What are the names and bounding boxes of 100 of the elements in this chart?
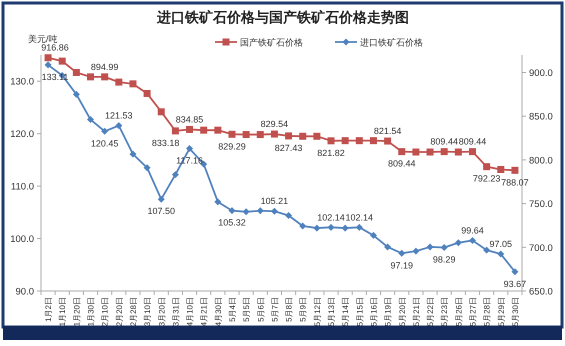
point — [497, 166, 504, 174]
y-tick-label: 100.0 — [10, 234, 34, 246]
y-tick-label: 130.0 — [10, 76, 34, 88]
x-tick-label: 4月10日 — [186, 297, 195, 326]
point — [468, 236, 476, 244]
y2-tick-label: 650.0 — [529, 286, 553, 298]
point — [328, 137, 335, 144]
data-label: 827.43 — [274, 142, 302, 153]
point — [384, 138, 392, 145]
point — [158, 108, 165, 116]
point — [158, 196, 165, 203]
data-label: 834.85 — [176, 114, 204, 124]
point — [384, 243, 392, 250]
data-label: 833.18 — [152, 138, 180, 148]
x-tick-label: 5月16日 — [369, 297, 378, 326]
point — [398, 250, 406, 257]
point — [101, 128, 108, 135]
point — [72, 68, 80, 76]
x-tick-label: 4月21日 — [200, 297, 209, 326]
point — [129, 80, 136, 88]
point — [72, 90, 80, 98]
data-label: 102.14 — [346, 212, 374, 222]
x-tick-label: 1月30日 — [86, 297, 96, 326]
data-label: 894.99 — [90, 62, 118, 72]
data-label: 107.50 — [147, 206, 176, 216]
x-tick-label: 5月26日 — [454, 297, 464, 326]
x-tick-label: 5月21日 — [412, 297, 421, 326]
x-tick-label: 5月13日 — [327, 297, 336, 326]
data-label: 792.23 — [472, 174, 500, 184]
point — [454, 239, 462, 246]
data-label: 102.14 — [317, 212, 345, 222]
x-tick-label: 1月10日 — [58, 297, 68, 326]
x-tick-label: 2月10日 — [100, 297, 110, 326]
x-tick-label: 2月20日 — [114, 297, 124, 326]
legend-label: 国产铁矿石价格 — [240, 38, 303, 48]
y-tick-label: 110.0 — [10, 182, 34, 193]
x-tick-label: 5月28日 — [482, 297, 492, 326]
x-tick-label: 5月4日 — [228, 297, 237, 322]
point — [214, 198, 222, 206]
data-label: 105.32 — [218, 218, 246, 228]
point — [44, 54, 52, 62]
x-tick-label: 5月7日 — [270, 297, 280, 322]
point — [370, 232, 377, 239]
point — [313, 132, 320, 140]
point — [313, 224, 320, 232]
legend-label: 进口铁矿石价格 — [360, 38, 423, 48]
point — [285, 132, 292, 140]
data-label: 821.54 — [374, 126, 402, 136]
data-label: 821.82 — [317, 148, 345, 158]
point — [299, 132, 306, 140]
data-label: 809.44 — [458, 136, 486, 147]
y2-tick-label: 850.0 — [529, 112, 553, 123]
x-tick-label: 5月19日 — [384, 297, 393, 326]
point — [200, 126, 208, 134]
point — [228, 207, 236, 214]
x-tick-label: 5月23日 — [440, 297, 450, 326]
y-axis-title: 美元/吨 — [28, 34, 58, 44]
x-tick-label: 3月20日 — [157, 297, 166, 326]
x-tick-label: 5月22日 — [426, 297, 436, 326]
data-label: 809.44 — [430, 136, 458, 147]
data-label: 93.67 — [504, 278, 526, 289]
data-label: 98.29 — [432, 254, 456, 265]
point — [256, 207, 264, 214]
x-tick-label: 5月30日 — [510, 297, 520, 326]
point — [186, 145, 194, 152]
y2-tick-label: 900.0 — [529, 68, 553, 79]
point — [285, 212, 292, 219]
point — [172, 171, 179, 178]
point — [87, 73, 94, 80]
point — [256, 131, 264, 138]
x-tick-label: 5月9日 — [298, 297, 308, 322]
y2-tick-label: 800.0 — [529, 155, 553, 166]
data-label: 788.07 — [501, 177, 529, 188]
x-tick-label: 5月15日 — [355, 297, 364, 326]
point — [242, 131, 250, 138]
point — [87, 116, 94, 124]
point — [511, 166, 518, 174]
y2-tick-label: 750.0 — [529, 199, 553, 210]
y2-tick-label: 700.0 — [529, 242, 553, 254]
point — [426, 148, 434, 156]
point — [44, 61, 52, 68]
point — [101, 73, 108, 80]
point — [412, 248, 420, 255]
point — [342, 137, 349, 144]
x-tick-label: 5月12日 — [312, 297, 322, 326]
point — [328, 224, 335, 231]
point — [214, 126, 222, 134]
point — [228, 130, 236, 138]
x-tick-label: 2月28日 — [128, 297, 138, 326]
data-label: 99.64 — [461, 225, 484, 236]
point — [186, 126, 194, 133]
point — [242, 208, 250, 216]
point — [270, 208, 278, 215]
point — [58, 58, 66, 65]
point — [440, 148, 448, 156]
point — [511, 268, 518, 276]
point — [483, 163, 490, 170]
point — [370, 137, 377, 144]
point — [426, 243, 434, 250]
y-tick-label: 90.0 — [16, 286, 34, 298]
